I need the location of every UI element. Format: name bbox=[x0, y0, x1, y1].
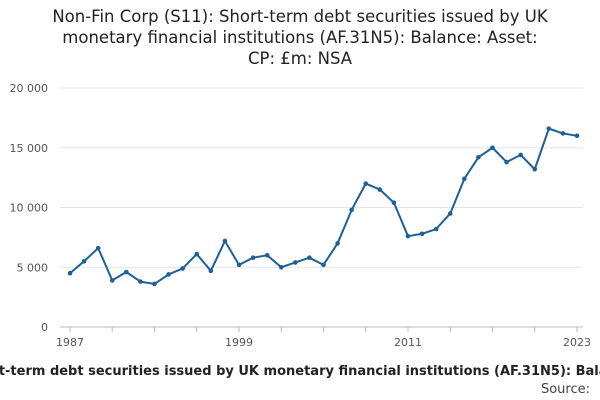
data-point bbox=[335, 241, 340, 246]
x-tick-label: 2011 bbox=[394, 336, 422, 349]
x-tick-label: 2023 bbox=[563, 336, 591, 349]
y-tick-label: 10 000 bbox=[10, 202, 49, 215]
data-point bbox=[419, 231, 425, 237]
data-point bbox=[532, 166, 538, 172]
x-tick-label: 1999 bbox=[225, 336, 253, 349]
data-point bbox=[504, 159, 509, 165]
data-point bbox=[377, 187, 383, 192]
data-point bbox=[81, 258, 87, 264]
data-point bbox=[236, 262, 242, 268]
x-tick-label: 1987 bbox=[56, 336, 84, 349]
data-point bbox=[208, 268, 214, 274]
series-line bbox=[69, 127, 578, 285]
chart-title-line-1: Non-Fin Corp (S11): Short-term debt secu… bbox=[52, 7, 548, 26]
data-point bbox=[264, 253, 270, 258]
data-point bbox=[67, 270, 73, 276]
data-point bbox=[546, 126, 552, 131]
y-tick-label: 15 000 bbox=[10, 142, 49, 155]
footer-title-text: Non-Fin Corp (S11): Short-term debt secu… bbox=[0, 364, 600, 379]
data-point bbox=[278, 264, 284, 270]
data-point bbox=[560, 131, 566, 136]
data-point bbox=[518, 152, 523, 158]
y-tick-label: 0 bbox=[41, 321, 48, 334]
footer-title: Non-Fin Corp (S11): Short-term debt secu… bbox=[0, 364, 600, 379]
data-point bbox=[307, 255, 312, 260]
data-point bbox=[363, 181, 369, 186]
data-point bbox=[490, 145, 495, 151]
data-point bbox=[462, 176, 467, 182]
data-point bbox=[95, 245, 101, 251]
data-point bbox=[447, 211, 453, 216]
y-tick-label: 5 000 bbox=[17, 261, 49, 274]
data-point bbox=[138, 279, 143, 284]
data-point bbox=[476, 155, 481, 160]
data-point bbox=[152, 281, 157, 287]
chart-title-line-3: CP: £m: NSA bbox=[247, 49, 353, 68]
footer-source: Source: bbox=[540, 382, 590, 397]
data-point bbox=[574, 133, 580, 139]
data-point bbox=[293, 260, 298, 265]
data-point bbox=[405, 233, 411, 239]
data-point bbox=[222, 238, 228, 244]
data-point bbox=[250, 255, 256, 260]
chart-title: Non-Fin Corp (S11): Short-term debt secu… bbox=[0, 6, 600, 69]
data-point bbox=[321, 262, 326, 268]
data-point bbox=[180, 266, 185, 271]
data-point bbox=[349, 207, 354, 213]
data-point bbox=[391, 200, 397, 206]
chart-title-line-2: monetary financial institutions (AF.31N5… bbox=[62, 28, 538, 47]
data-point bbox=[124, 269, 129, 275]
data-point bbox=[109, 278, 115, 283]
y-tick-label: 20 000 bbox=[10, 82, 49, 95]
data-point bbox=[166, 272, 171, 277]
data-point bbox=[433, 226, 439, 232]
data-point bbox=[194, 251, 200, 257]
